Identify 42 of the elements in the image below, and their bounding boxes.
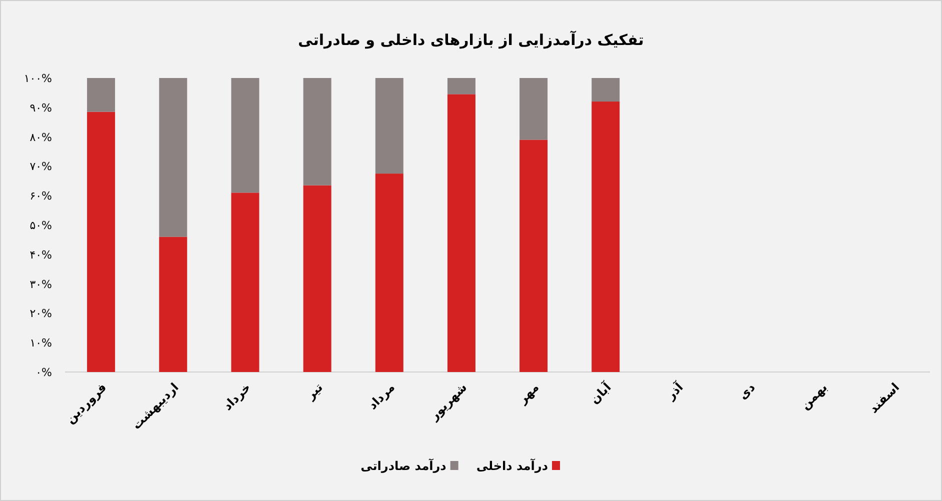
y-tick-label: ۵۰% [30, 219, 52, 232]
x-tick-label: بهمن [798, 380, 830, 412]
bar [87, 112, 116, 372]
y-tick-label: ۴۰% [30, 248, 52, 262]
bar [87, 78, 116, 112]
bar [520, 78, 548, 140]
bar [375, 174, 404, 372]
bar [592, 102, 620, 372]
legend-label: درآمد صادراتی [360, 458, 446, 473]
bar [159, 236, 188, 372]
bar [592, 78, 620, 102]
bar [231, 192, 260, 372]
x-tick-label: فروردین [63, 380, 110, 426]
x-tick-label: تیر [302, 380, 326, 403]
y-tick-label: ۳۰% [30, 278, 52, 291]
x-tick-label: آذر [662, 378, 686, 403]
bar [303, 78, 332, 186]
x-tick-label: اردیبهشت [129, 380, 182, 432]
y-tick-label: ۶۰% [30, 190, 52, 203]
y-tick-label: ۸۰% [30, 130, 52, 144]
y-tick-label: ۱۰۰% [24, 72, 52, 85]
bar [447, 94, 476, 372]
x-tick-label: شهریور [426, 380, 470, 424]
bar [231, 78, 260, 193]
chart-title: تفکیک درآمدزایی از بازارهای داخلی و صادراتی [298, 30, 644, 49]
bar [520, 140, 548, 372]
x-tick-label: اسفند [866, 380, 902, 416]
x-tick-label: آبان [586, 378, 614, 407]
y-tick-label: ۹۰% [30, 101, 52, 114]
y-tick-label: ۱۰% [30, 336, 52, 350]
y-tick-label: ۲۰% [30, 307, 52, 320]
bar [159, 78, 188, 237]
legend-label: درآمد داخلی [476, 458, 548, 473]
x-tick-label: مرداد [365, 380, 398, 412]
x-tick-label: دی [736, 380, 758, 402]
bar [303, 185, 332, 372]
y-tick-label: ۷۰% [30, 160, 52, 174]
y-tick-label: ۰% [36, 366, 52, 379]
bar [375, 78, 404, 174]
bar [447, 78, 476, 94]
x-tick-label: خرداد [220, 380, 254, 414]
x-tick-label: مهر [514, 380, 542, 407]
